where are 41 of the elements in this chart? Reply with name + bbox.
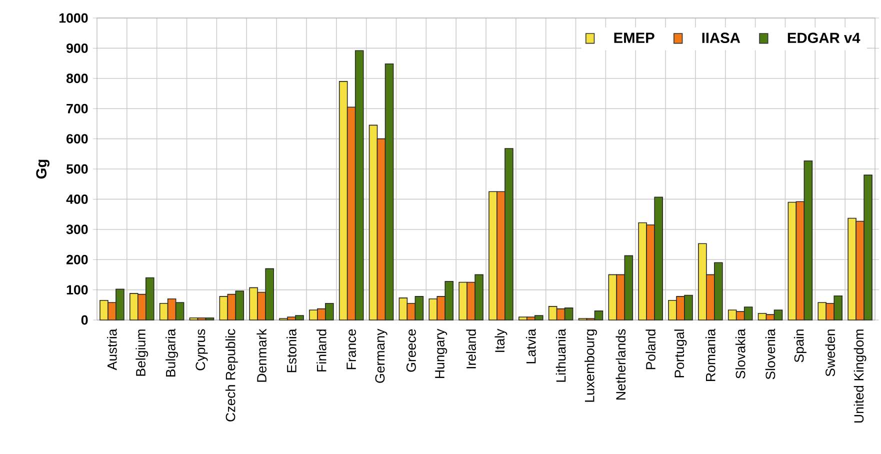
x-tick-label: Greece — [406, 329, 416, 372]
x-tick-label: Sweden — [825, 330, 836, 376]
x-tick-label: Estonia — [286, 328, 296, 372]
y-tick-label: 600 — [66, 134, 88, 144]
x-tick-label: Ireland — [466, 330, 476, 368]
x-tick-label: Finland — [316, 330, 326, 372]
y-axis-title: Gg — [36, 160, 50, 179]
legend-label: EMEP — [614, 32, 654, 43]
y-tick-label: 400 — [66, 194, 88, 204]
x-tick-label: Denmark — [256, 328, 266, 382]
y-tick-label: 200 — [66, 254, 88, 264]
y-tick-label: 500 — [66, 164, 88, 174]
y-tick-label: 900 — [66, 43, 88, 53]
x-tick-label: Spain — [794, 330, 806, 362]
x-tick-label: Hungary — [435, 328, 448, 378]
x-tick-label: Portugal — [674, 330, 687, 378]
x-tick-label: Lithuania — [556, 328, 566, 382]
x-tick-label: Cyprus — [196, 329, 208, 370]
x-tick-label: Germany — [375, 328, 388, 383]
y-tick-label: 100 — [66, 285, 88, 295]
x-tick-label: Romania — [706, 328, 716, 381]
x-tick-label: France — [346, 329, 356, 370]
y-tick-label: 300 — [66, 224, 88, 234]
x-tick-label: Italy — [494, 328, 508, 352]
x-tick-label: Slovakia — [735, 328, 746, 379]
x-tick-label: Poland — [646, 330, 656, 370]
x-tick-label: Netherlands — [616, 329, 626, 400]
x-tick-label: United Kingdom — [854, 330, 866, 423]
x-tick-label: Luxembourg — [584, 330, 597, 402]
y-tick-label: 1000 — [59, 13, 88, 23]
x-tick-label: Bulgaria — [166, 328, 178, 377]
legend-label: EDGAR v4 — [788, 32, 860, 44]
y-tick-label: 0 — [81, 315, 88, 325]
y-tick-label: 700 — [66, 104, 88, 114]
x-tick-label: Slovenia — [765, 328, 776, 380]
legend-label: IIASA — [702, 32, 740, 44]
y-tick-label: 800 — [66, 74, 88, 84]
x-tick-label: Belgium — [136, 330, 148, 376]
x-tick-label: Austria — [107, 328, 117, 370]
x-tick-label: Latvia — [526, 328, 536, 364]
x-tick-label: Czech Republic — [225, 329, 238, 422]
